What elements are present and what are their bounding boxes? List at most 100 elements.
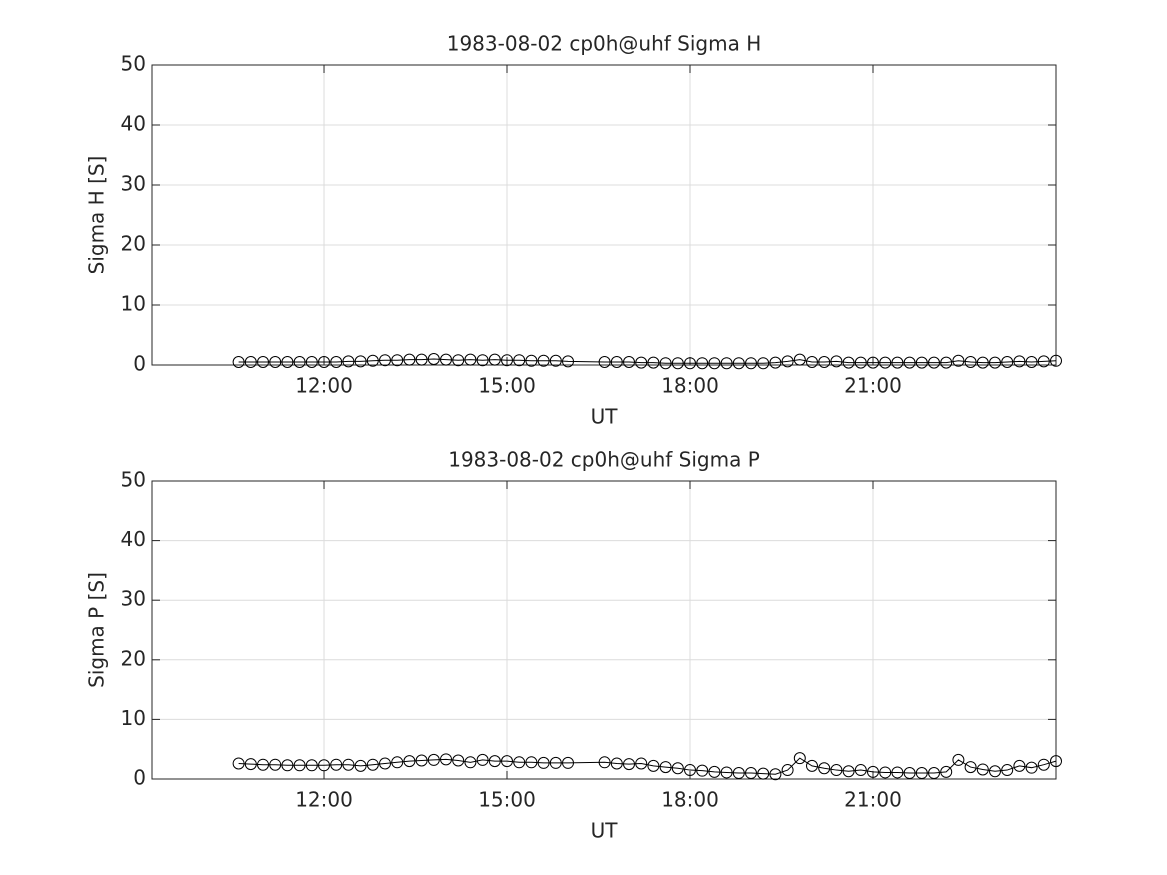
data-point — [720, 357, 733, 370]
data-point — [928, 356, 941, 369]
data-point — [525, 354, 538, 367]
data-point — [793, 752, 806, 765]
data-point — [257, 758, 270, 771]
data-point — [854, 764, 867, 777]
data-point — [305, 759, 318, 772]
data-point — [476, 753, 489, 766]
data-point — [928, 767, 941, 780]
data-point — [232, 757, 245, 770]
data-point — [440, 353, 453, 366]
data-point — [806, 759, 819, 772]
data-point — [976, 356, 989, 369]
data-line — [238, 757, 1057, 775]
data-point — [342, 355, 355, 368]
data-point — [427, 353, 440, 365]
x-tick-label: 18:00 — [661, 374, 719, 398]
y-tick-label: 40 — [121, 527, 146, 551]
data-point — [732, 357, 745, 370]
data-point — [684, 357, 697, 370]
data-point — [830, 764, 843, 777]
data-point — [915, 356, 928, 369]
data-point — [696, 357, 709, 370]
data-point — [513, 756, 526, 769]
data-point — [647, 356, 660, 369]
data-point — [684, 764, 697, 777]
y-axis-label: Sigma P [S] — [85, 572, 109, 688]
x-tick-label: 18:00 — [661, 788, 719, 812]
data-point — [671, 357, 684, 370]
data-point — [610, 356, 623, 368]
data-point — [598, 356, 611, 368]
data-point — [1037, 355, 1050, 368]
data-point — [745, 357, 758, 370]
data-point — [379, 757, 392, 770]
data-point — [549, 756, 562, 769]
data-point — [537, 756, 550, 769]
data-point — [403, 755, 416, 768]
data-point — [244, 356, 257, 368]
data-point — [488, 353, 501, 366]
data-point — [415, 353, 428, 366]
x-axis-label: UT — [591, 819, 619, 843]
x-tick-label: 21:00 — [844, 788, 902, 812]
data-point — [964, 356, 977, 368]
data-point — [989, 356, 1002, 369]
data-point — [659, 761, 672, 774]
data-point — [671, 762, 684, 775]
data-point — [867, 356, 880, 369]
data-point — [354, 759, 367, 772]
chart-title: 1983-08-02 cp0h@uhf Sigma P — [448, 448, 760, 472]
data-line — [238, 358, 1057, 364]
data-point — [1001, 764, 1014, 777]
data-point — [330, 758, 343, 771]
data-point — [842, 765, 855, 778]
data-point — [1037, 758, 1050, 771]
data-point — [1013, 355, 1026, 368]
data-point — [842, 356, 855, 369]
data-point — [1013, 759, 1026, 772]
data-point — [1025, 761, 1038, 774]
data-point — [391, 354, 404, 367]
data-point — [915, 767, 928, 780]
data-point — [440, 753, 453, 766]
x-tick-label: 12:00 — [295, 374, 353, 398]
data-point — [976, 763, 989, 776]
y-tick-label: 40 — [121, 112, 146, 136]
data-point — [867, 765, 880, 778]
data-point — [891, 356, 904, 369]
data-point — [281, 759, 294, 772]
y-axis-label: Sigma H [S] — [85, 156, 109, 275]
axes-box — [151, 480, 1057, 780]
data-point — [818, 762, 831, 775]
data-point — [952, 354, 965, 367]
data-point — [623, 356, 636, 368]
data-point — [464, 756, 477, 769]
data-point — [696, 764, 709, 777]
data-point — [293, 356, 306, 368]
data-point — [708, 357, 721, 370]
data-point — [549, 354, 562, 367]
data-point — [269, 356, 282, 368]
data-point — [452, 754, 465, 767]
y-tick-label: 0 — [133, 352, 146, 376]
data-point — [537, 354, 550, 367]
data-point — [452, 354, 465, 367]
data-point — [940, 356, 953, 369]
data-point — [757, 357, 770, 370]
data-point — [513, 354, 526, 367]
data-point — [366, 354, 379, 367]
data-point — [1050, 755, 1062, 768]
data-point — [818, 356, 831, 368]
chart-title: 1983-08-02 cp0h@uhf Sigma H — [447, 32, 762, 56]
data-point — [1050, 354, 1062, 367]
data-point — [769, 768, 782, 781]
data-point — [757, 767, 770, 780]
y-tick-label: 30 — [121, 172, 146, 196]
data-point — [952, 753, 965, 766]
y-tick-label: 10 — [121, 706, 146, 730]
data-point — [562, 756, 575, 769]
axes-box — [151, 64, 1057, 366]
data-point — [525, 756, 538, 769]
data-point — [854, 356, 867, 369]
